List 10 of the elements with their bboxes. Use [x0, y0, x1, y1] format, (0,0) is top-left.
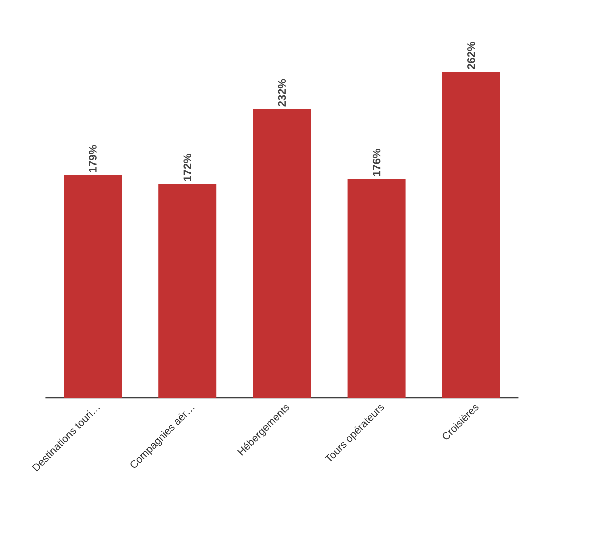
bar	[158, 184, 217, 398]
data-label: 172%	[184, 154, 192, 182]
data-label: 179%	[89, 145, 97, 172]
data-label: 262%	[468, 42, 476, 70]
bar	[253, 109, 312, 398]
data-label: 232%	[278, 79, 286, 107]
bar	[64, 175, 122, 398]
bar	[348, 179, 406, 398]
bar	[442, 72, 500, 398]
data-label: 176%	[372, 149, 381, 176]
